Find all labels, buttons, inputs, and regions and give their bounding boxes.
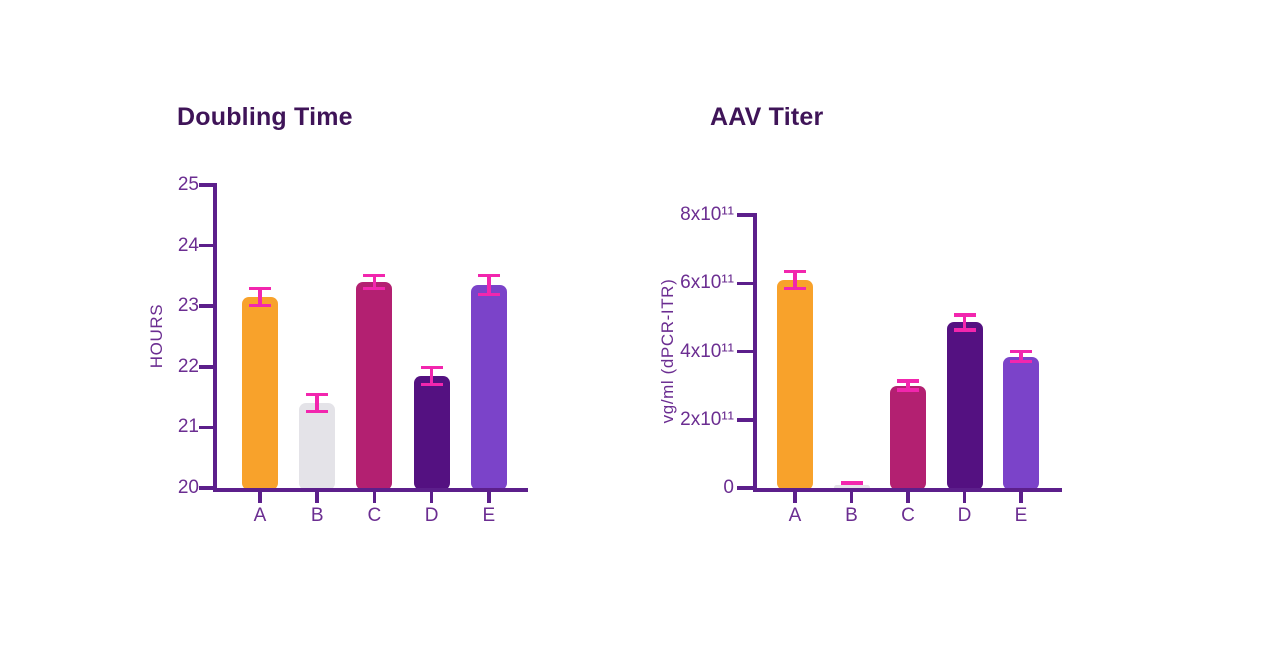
y-tick <box>737 349 757 354</box>
y-tick-label: 23 <box>177 295 199 317</box>
error-bar-stem-C <box>906 381 910 391</box>
x-tick-label-D: D <box>424 505 439 526</box>
x-tick <box>258 490 262 503</box>
y-tick-label: 20 <box>177 477 199 498</box>
y-tick-label: 22 <box>177 355 199 377</box>
error-bar-bottom-cap-C <box>363 286 386 291</box>
error-bar-top-cap-A <box>784 269 806 274</box>
error-bar-stem-D <box>962 314 967 330</box>
bar-C <box>356 281 393 490</box>
error-bar-stem-D <box>429 367 434 385</box>
error-bar-bottom-cap-D <box>420 382 443 387</box>
y-tick-label: 4x10¹¹ <box>680 340 734 362</box>
chart-title-aav-titer: AAV Titer <box>710 103 824 131</box>
x-tick <box>487 490 491 503</box>
y-tick <box>199 486 217 490</box>
y-tick-label: 24 <box>177 234 199 256</box>
x-tick <box>429 490 434 503</box>
error-bar-stem-A <box>258 288 262 306</box>
x-tick-label-E: E <box>1014 505 1028 526</box>
x-tick-label-A: A <box>788 505 802 526</box>
bar-D <box>946 322 983 490</box>
y-tick <box>199 243 217 248</box>
error-bar-bottom-cap-A <box>249 303 271 308</box>
x-tick-label-B: B <box>845 505 858 526</box>
error-bar-stem-C <box>372 275 377 289</box>
x-tick-label-A: A <box>253 505 267 526</box>
bar-B <box>299 403 336 490</box>
bar-A <box>777 279 813 490</box>
error-bar-bottom-cap-E <box>1010 359 1032 364</box>
y-tick <box>199 365 217 369</box>
x-tick-label-C: C <box>367 505 382 526</box>
error-bar-stem-E <box>1019 351 1023 362</box>
error-bar-bottom-cap-C <box>897 388 919 392</box>
error-bar-top-cap-E <box>477 273 500 278</box>
x-tick <box>793 490 797 503</box>
error-bar-top-cap-D <box>953 313 976 317</box>
y-tick-label: 21 <box>177 416 199 438</box>
x-axis-line <box>213 488 528 492</box>
error-bar-top-cap-D <box>420 365 443 370</box>
error-bar-stem-A <box>793 271 797 289</box>
x-tick <box>906 490 910 503</box>
y-axis-line <box>753 215 757 492</box>
bar-E <box>1003 356 1039 490</box>
error-bar-bottom-cap-D <box>953 328 976 332</box>
x-tick <box>1019 490 1023 503</box>
y-tick <box>737 213 757 217</box>
error-bar-top-cap-A <box>249 286 271 291</box>
error-bar-top-cap-B <box>306 392 329 397</box>
y-tick-label: 0 <box>723 477 734 498</box>
error-bar-bottom-cap-E <box>477 292 500 297</box>
error-bar-top-cap-B <box>840 481 863 485</box>
error-bar-top-cap-C <box>363 273 386 278</box>
bar-C <box>890 385 926 490</box>
x-axis-line <box>753 488 1062 492</box>
error-bar-top-cap-E <box>1010 349 1032 354</box>
y-tick <box>737 486 757 490</box>
y-tick-label: 6x10¹¹ <box>680 272 734 294</box>
y-tick <box>199 425 217 430</box>
x-tick-label-D: D <box>957 505 972 526</box>
y-tick <box>199 183 217 187</box>
x-tick <box>962 490 967 503</box>
error-bar-top-cap-C <box>897 379 919 383</box>
y-tick-label: 25 <box>177 174 199 195</box>
y-tick <box>737 281 757 285</box>
bar-D <box>413 375 450 490</box>
bar-A <box>242 297 278 490</box>
y-tick-label: 8x10¹¹ <box>680 204 734 225</box>
x-tick <box>849 490 854 503</box>
error-bar-stem-E <box>487 275 491 295</box>
y-axis-label-hours: HOURS <box>147 303 166 369</box>
error-bar-bottom-cap-A <box>784 286 806 291</box>
x-tick-label-C: C <box>901 505 915 526</box>
y-tick <box>737 418 757 422</box>
error-bar-stem-B <box>315 394 319 412</box>
chart-title-doubling-time: Doubling Time <box>177 103 353 131</box>
x-tick-label-B: B <box>310 505 324 526</box>
x-tick-label-E: E <box>482 505 496 526</box>
x-tick <box>372 490 377 503</box>
bar-E <box>470 284 507 490</box>
y-tick-label: 2x10¹¹ <box>680 408 734 430</box>
y-axis-line <box>213 185 217 492</box>
error-bar-bottom-cap-B <box>306 409 329 414</box>
bar-B <box>833 485 870 490</box>
x-tick <box>315 490 319 503</box>
y-tick <box>199 304 217 308</box>
